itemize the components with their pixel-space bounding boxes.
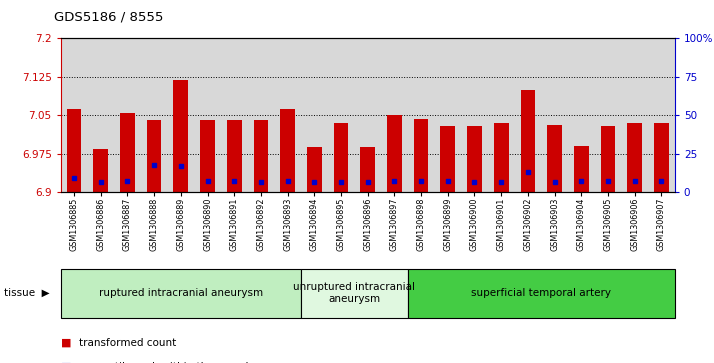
Bar xyxy=(147,121,161,192)
Bar xyxy=(227,121,241,192)
Text: unruptured intracranial
aneurysm: unruptured intracranial aneurysm xyxy=(293,282,416,304)
Bar xyxy=(333,123,348,192)
Bar xyxy=(494,123,508,192)
Bar xyxy=(253,121,268,192)
Text: superficial temporal artery: superficial temporal artery xyxy=(471,288,611,298)
Bar xyxy=(547,125,562,192)
Bar xyxy=(281,109,295,192)
Text: GDS5186 / 8555: GDS5186 / 8555 xyxy=(54,11,163,24)
Text: transformed count: transformed count xyxy=(79,338,176,348)
Text: ruptured intracranial aneurysm: ruptured intracranial aneurysm xyxy=(99,288,263,298)
Bar xyxy=(600,126,615,192)
Bar xyxy=(387,115,402,192)
Bar xyxy=(94,149,108,192)
Bar xyxy=(413,119,428,192)
Bar xyxy=(120,113,135,192)
Text: percentile rank within the sample: percentile rank within the sample xyxy=(79,362,254,363)
Bar xyxy=(307,147,322,192)
Text: tissue  ▶: tissue ▶ xyxy=(4,288,49,298)
Bar xyxy=(66,109,81,192)
Text: ■: ■ xyxy=(61,362,71,363)
Text: ■: ■ xyxy=(61,338,71,348)
Bar xyxy=(361,147,375,192)
Bar xyxy=(200,121,215,192)
Bar xyxy=(654,123,669,192)
Bar xyxy=(441,126,455,192)
Bar xyxy=(628,123,642,192)
Bar xyxy=(574,146,588,192)
Bar xyxy=(467,126,482,192)
Bar xyxy=(174,80,188,192)
Bar xyxy=(521,90,536,192)
